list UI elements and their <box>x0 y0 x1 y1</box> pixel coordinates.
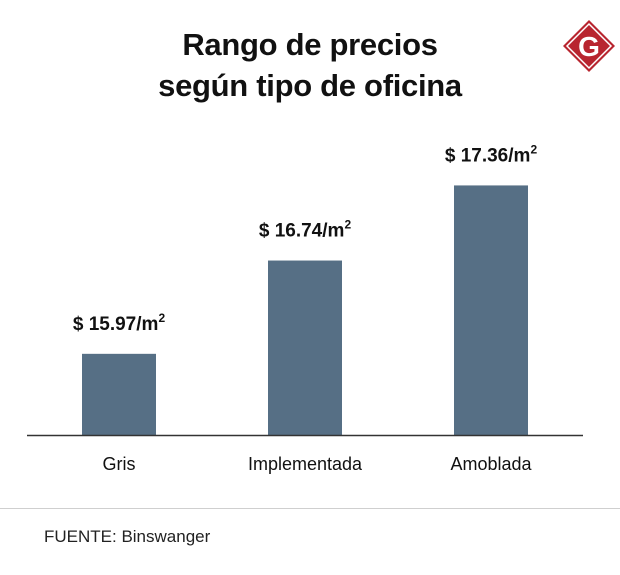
bar-gris <box>82 353 156 435</box>
bar-chart: $ 15.97/m2 Gris $ 16.74/m2 Implementada $ 17… <box>27 142 583 474</box>
footer-divider <box>0 508 620 509</box>
category-label-gris: Gris <box>103 454 136 474</box>
logo-letter: G <box>578 31 600 62</box>
brand-logo-icon: G <box>563 20 615 72</box>
value-label-amoblada: $ 17.36/m2 <box>445 142 538 166</box>
logo-diamond-inner <box>565 22 613 70</box>
title-line-2: según tipo de oficina <box>158 68 462 103</box>
title-line-1: Rango de precios <box>182 27 438 62</box>
value-label-gris: $ 15.97/m2 <box>73 311 166 335</box>
category-label-amoblada: Amoblada <box>450 454 532 474</box>
bar-amoblada <box>454 185 528 435</box>
category-label-implementada: Implementada <box>248 454 363 474</box>
logo-diamond <box>563 20 615 72</box>
value-label-implementada: $ 16.74/m2 <box>259 218 352 242</box>
chart-title: Rango de precios según tipo de oficina <box>0 24 620 106</box>
bar-implementada <box>268 260 342 435</box>
source-note: FUENTE: Binswanger <box>44 527 211 546</box>
